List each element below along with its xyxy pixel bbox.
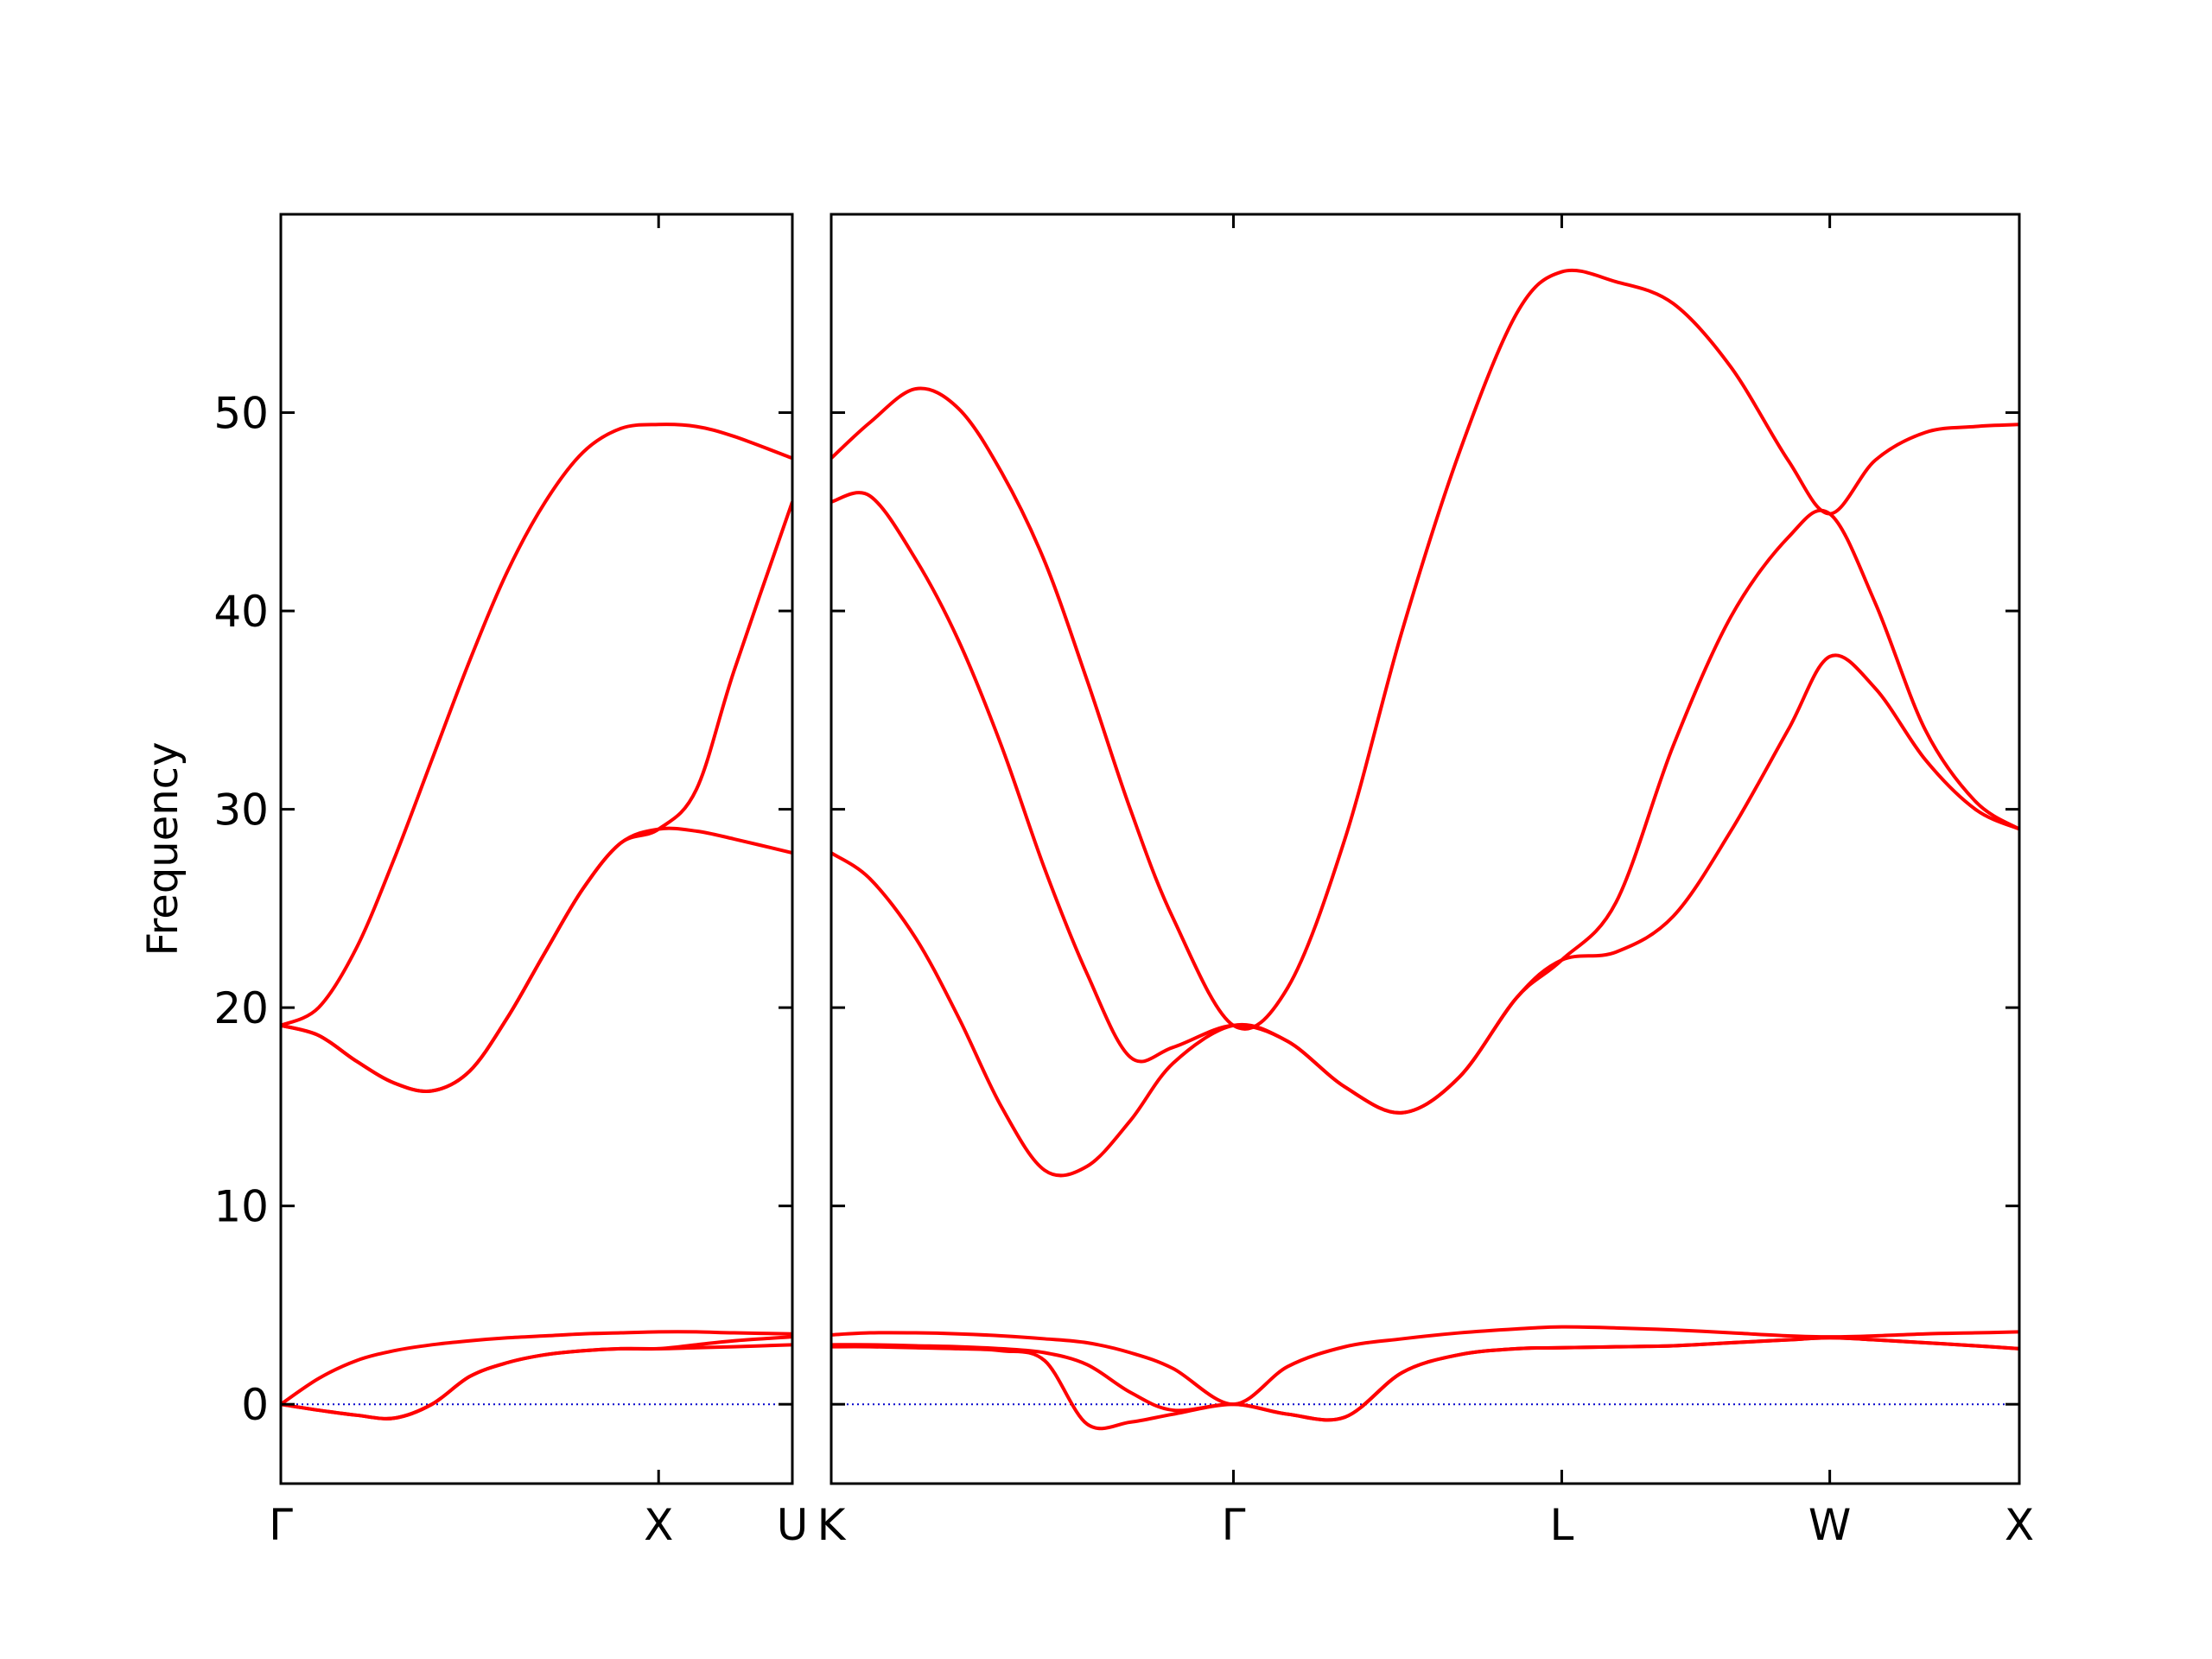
x-tick-label: Γ [269,1500,293,1550]
band-line [831,653,2019,1178]
band-line [831,268,2019,1031]
band-line [281,1335,792,1421]
band-line [831,1325,2019,1407]
plot-frame [279,213,794,1485]
y-tick-label: 20 [213,983,269,1033]
x-tick-label: X [644,1500,673,1550]
band-line [831,1336,2019,1431]
band-line [831,1336,2019,1422]
x-tick-label: W [1808,1500,1851,1550]
x-tick-label: K [817,1500,847,1550]
y-axis-label: Frequency [139,742,188,957]
y-tick-label: 0 [241,1380,269,1430]
band-line [281,423,792,1027]
y-tick-label: 30 [213,785,269,836]
band-line [281,501,792,1094]
y-tick-label: 10 [213,1182,269,1232]
x-tick-label: L [1550,1500,1574,1550]
band-line [281,1330,792,1406]
y-tick-label: 50 [213,389,269,439]
band-line [831,491,2019,1115]
band-line [281,826,792,1094]
x-tick-label: X [2005,1500,2034,1550]
plot-frame [830,213,2021,1485]
x-tick-label: U [777,1500,809,1550]
x-tick-label: Γ [1222,1500,1246,1550]
y-tick-label: 40 [213,587,269,637]
